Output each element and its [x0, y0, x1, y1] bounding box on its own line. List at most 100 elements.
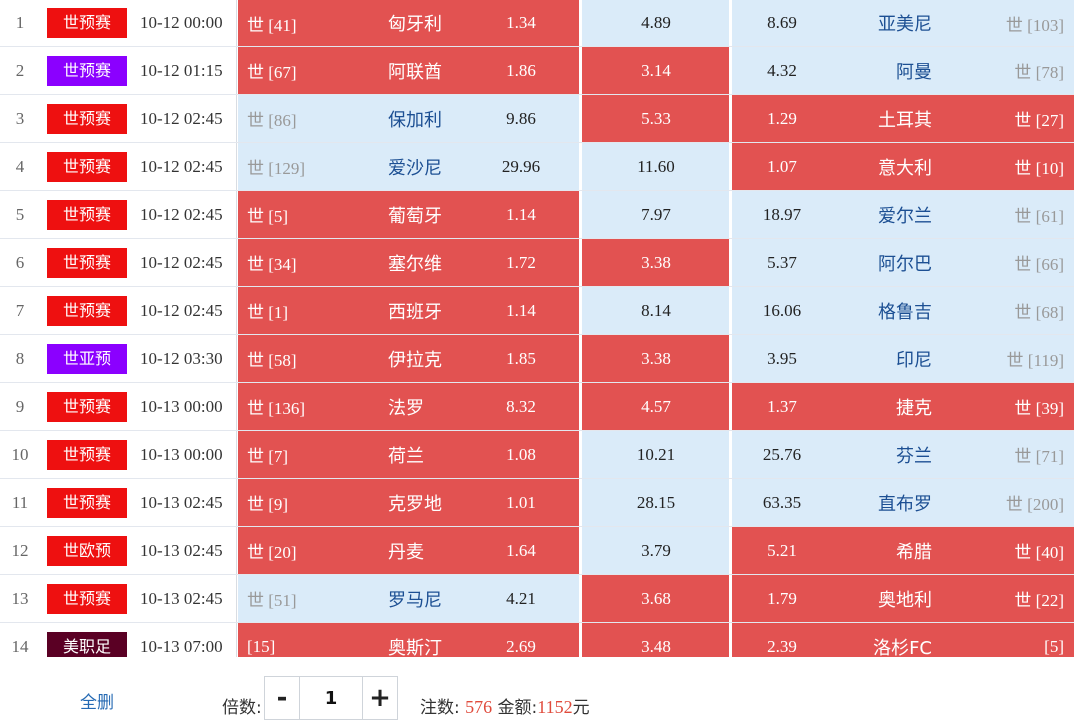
home-win-option[interactable]: 世 [9] 克罗地 1.01	[238, 479, 579, 526]
home-win-option[interactable]: 世 [20] 丹麦 1.64	[238, 527, 579, 574]
home-odds: 1.14	[506, 300, 536, 320]
league-badge[interactable]: 世预赛	[47, 103, 127, 134]
home-odds: 1.34	[506, 13, 536, 32]
away-team: 奥地利	[878, 589, 932, 611]
row-number: 4	[15, 156, 25, 176]
draw-option[interactable]: 3.38	[581, 239, 729, 286]
league-badge[interactable]: 世预赛	[47, 583, 127, 614]
home-odds: 1.14	[506, 204, 536, 224]
decrease-button[interactable]: -	[265, 677, 300, 719]
league-badge[interactable]: 美职足	[47, 631, 127, 662]
league-badge[interactable]: 世预赛	[47, 391, 127, 422]
away-odds: 1.07	[767, 156, 797, 176]
league-badge[interactable]: 世预赛	[47, 439, 127, 470]
row-number: 1	[15, 13, 25, 32]
draw-option[interactable]: 3.68	[581, 575, 729, 622]
league-cell: 世预赛	[44, 287, 130, 334]
draw-option[interactable]: 3.79	[581, 527, 729, 574]
home-win-option[interactable]: 世 [58] 伊拉克 1.85	[238, 335, 579, 382]
away-win-option[interactable]: 1.79 奥地利 世 [22]	[731, 575, 1074, 622]
away-win-option[interactable]: 16.06 格鲁吉 世 [68]	[731, 287, 1074, 334]
home-rank: 世 [34]	[247, 255, 297, 274]
home-rank: 世 [136]	[247, 399, 306, 418]
away-win-option[interactable]: 1.37 捷克 世 [39]	[731, 383, 1074, 430]
bets-count: 576	[465, 697, 493, 717]
league-badge[interactable]: 世亚预	[47, 343, 127, 374]
league-badge[interactable]: 世预赛	[47, 295, 127, 326]
home-odds: 29.96	[501, 156, 541, 176]
draw-odds: 3.68	[641, 588, 671, 608]
away-win-option[interactable]: 63.35 直布罗 世 [200]	[731, 479, 1074, 526]
away-win-option[interactable]: 3.95 印尼 世 [119]	[731, 335, 1074, 382]
away-team: 亚美尼	[878, 14, 932, 35]
draw-option[interactable]: 11.60	[581, 143, 729, 190]
row-number: 14	[11, 636, 29, 656]
draw-odds: 5.33	[641, 108, 671, 128]
away-win-option[interactable]: 18.97 爱尔兰 世 [61]	[731, 191, 1074, 238]
away-win-option[interactable]: 1.29 土耳其 世 [27]	[731, 95, 1074, 142]
draw-odds: 10.21	[636, 444, 676, 464]
draw-option[interactable]: 8.14	[581, 287, 729, 334]
draw-option[interactable]: 4.89	[581, 0, 729, 46]
draw-option[interactable]: 7.97	[581, 191, 729, 238]
row-number: 8	[15, 348, 25, 368]
league-cell: 世欧预	[44, 527, 130, 574]
home-win-option[interactable]: 世 [34] 塞尔维 1.72	[238, 239, 579, 286]
home-win-option[interactable]: 世 [7] 荷兰 1.08	[238, 431, 579, 478]
league-badge[interactable]: 世预赛	[47, 247, 127, 278]
column-divider	[236, 575, 237, 622]
row-number: 12	[11, 540, 29, 560]
league-badge[interactable]: 世预赛	[47, 8, 127, 38]
league-badge[interactable]: 世欧预	[47, 535, 127, 566]
home-rank: 世 [5]	[247, 207, 289, 226]
draw-option[interactable]: 10.21	[581, 431, 729, 478]
home-team: 罗马尼	[388, 589, 442, 611]
home-win-option[interactable]: 世 [41] 匈牙利 1.34	[238, 0, 579, 46]
home-win-option[interactable]: 世 [129] 爱沙尼 29.96	[238, 143, 579, 190]
league-badge[interactable]: 世预赛	[47, 55, 127, 86]
home-rank: 世 [9]	[247, 495, 289, 514]
away-win-option[interactable]: 25.76 芬兰 世 [71]	[731, 431, 1074, 478]
away-win-option[interactable]: 1.07 意大利 世 [10]	[731, 143, 1074, 190]
away-rank: 世 [66]	[1014, 255, 1064, 274]
away-win-option[interactable]: 8.69 亚美尼 世 [103]	[731, 0, 1074, 46]
draw-odds: 7.97	[641, 204, 671, 224]
away-team: 土耳其	[878, 109, 932, 131]
draw-option[interactable]: 5.33	[581, 95, 729, 142]
league-badge[interactable]: 世预赛	[47, 487, 127, 518]
match-time: 10-13 00:00	[140, 444, 223, 464]
draw-option[interactable]: 3.38	[581, 335, 729, 382]
away-team: 芬兰	[896, 445, 932, 467]
home-win-option[interactable]: 世 [1] 西班牙 1.14	[238, 287, 579, 334]
draw-option[interactable]: 4.57	[581, 383, 729, 430]
home-win-option[interactable]: 世 [51] 罗马尼 4.21	[238, 575, 579, 622]
home-win-option[interactable]: 世 [136] 法罗 8.32	[238, 383, 579, 430]
draw-odds: 3.14	[641, 60, 671, 80]
increase-button[interactable]: +	[362, 677, 397, 719]
home-team: 荷兰	[388, 445, 424, 467]
home-win-option[interactable]: 世 [5] 葡萄牙 1.14	[238, 191, 579, 238]
away-win-option[interactable]: 5.21 希腊 世 [40]	[731, 527, 1074, 574]
draw-odds: 4.89	[641, 13, 671, 32]
multiplier-input[interactable]: 1	[324, 687, 338, 709]
league-badge[interactable]: 世预赛	[47, 151, 127, 182]
away-win-option[interactable]: 4.32 阿曼 世 [78]	[731, 47, 1074, 94]
away-win-option[interactable]: 5.37 阿尔巴 世 [66]	[731, 239, 1074, 286]
away-rank: 世 [71]	[1014, 447, 1064, 466]
away-odds: 5.37	[767, 252, 797, 272]
draw-odds: 3.38	[641, 348, 671, 368]
home-win-option[interactable]: 世 [86] 保加利 9.86	[238, 95, 579, 142]
draw-option[interactable]: 28.15	[581, 479, 729, 526]
draw-option[interactable]: 3.14	[581, 47, 729, 94]
home-rank: 世 [58]	[247, 351, 297, 370]
league-badge[interactable]: 世预赛	[47, 199, 127, 230]
home-odds: 8.32	[506, 396, 536, 416]
home-team: 葡萄牙	[388, 205, 442, 227]
row-number: 7	[15, 300, 25, 320]
match-row: 12 世欧预 10-13 02:45 世 [20] 丹麦 1.64 3.79 5.21 希腊 世 …	[0, 527, 1074, 575]
home-win-option[interactable]: 世 [67] 阿联酋 1.86	[238, 47, 579, 94]
delete-all-link[interactable]: 全删	[80, 693, 114, 713]
league-cell: 世预赛	[44, 479, 130, 526]
away-rank: 世 [39]	[1014, 399, 1064, 418]
draw-odds: 8.14	[641, 300, 671, 320]
